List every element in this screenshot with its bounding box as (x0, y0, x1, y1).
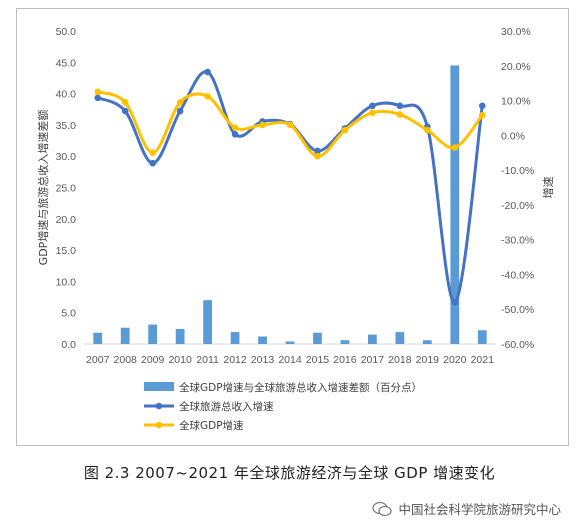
tourism-point (204, 68, 211, 76)
tourism-point (176, 107, 184, 115)
left-tick-label: 15.0 (56, 245, 77, 257)
tourism-point (149, 159, 156, 167)
bar (477, 330, 487, 344)
gdp-point (341, 126, 349, 134)
gdp-point (259, 121, 266, 129)
bar (313, 332, 322, 344)
left-tick-label: 0.0 (61, 339, 76, 351)
gdp-point (369, 109, 376, 117)
x-tick-label: 2015 (306, 354, 330, 366)
left-tick-label: 45.0 (56, 57, 77, 69)
bar (422, 340, 432, 344)
gdp-point (121, 98, 129, 106)
bar (450, 65, 460, 345)
left-tick-label: 50.0 (56, 26, 77, 38)
legend: 全球GDP增速与全球旅游总收入增速差额（百分点） 全球旅游总收入增速 全球GDP… (144, 381, 422, 432)
right-tick-label: -20.0% (501, 200, 534, 212)
legend-label-tourism: 全球旅游总收入增速 (179, 400, 274, 413)
line-series (94, 68, 486, 306)
right-tick-label: 30.0% (501, 26, 531, 38)
left-tick-label: 25.0 (56, 183, 77, 195)
legend-marker-gdp (155, 421, 163, 429)
bar (175, 328, 185, 344)
x-tick-label: 2021 (471, 354, 495, 366)
x-tick-label: 2020 (443, 354, 467, 366)
watermark-text: 中国社会科学院旅游研究中心 (398, 502, 561, 517)
left-tick-label: 30.0 (56, 151, 77, 163)
left-tick-label: 40.0 (56, 89, 77, 101)
right-tick-label: -40.0% (501, 269, 534, 281)
chart-svg: 0.0 5.0 10.0 15.0 20.0 25.0 30.0 35.0 40.0 45.0 50… (36, 26, 555, 432)
right-tick-label: -10.0% (501, 165, 534, 177)
bar (148, 324, 158, 344)
tourism-line (97, 70, 484, 304)
x-tick-label: 2017 (361, 354, 385, 366)
x-tick-label: 2018 (388, 354, 412, 366)
gdp-point (396, 111, 404, 118)
gdp-point (451, 144, 459, 151)
gdp-point (424, 126, 431, 134)
legend-label-difference: 全球GDP增速与全球旅游总收入增速差额（百分点） (179, 381, 422, 394)
gdp-point (286, 121, 294, 129)
wechat-icon (372, 501, 393, 516)
tourism-point (121, 107, 129, 115)
bar (340, 340, 350, 344)
bar (93, 332, 103, 344)
tourism-point (231, 130, 239, 138)
legend-marker-tourism (155, 402, 163, 410)
tourism-point (396, 102, 404, 110)
x-tick-label: 2010 (168, 354, 192, 366)
tourism-point (314, 147, 321, 155)
x-tick-label: 2013 (251, 354, 275, 366)
gdp-point (314, 152, 321, 160)
bar (395, 332, 405, 344)
right-tick-label: -50.0% (501, 304, 534, 316)
chart-frame: 0.0 5.0 10.0 15.0 20.0 25.0 30.0 35.0 40.0 45.0 50… (16, 8, 569, 446)
x-tick-label: 2007 (86, 354, 110, 366)
right-axis-title: 增速 (541, 177, 555, 199)
right-tick-label: 0.0% (501, 130, 525, 142)
figure-caption: 图 2.3 2007~2021 年全球旅游经济与全球 GDP 增速变化 (83, 464, 496, 482)
right-axis-ticks: -60.0% -50.0% -40.0% -30.0% -20.0% -10.0% 0.0%… (501, 26, 534, 351)
right-tick-label: -60.0% (501, 339, 534, 351)
right-tick-label: -30.0% (501, 235, 534, 247)
right-tick-label: 20.0% (501, 61, 531, 73)
gdp-point (231, 124, 239, 131)
watermark: 中国社会科学院旅游研究中心 (372, 499, 561, 518)
x-tick-label: 2008 (114, 354, 138, 366)
x-axis-ticks: 2007 2008 2009 2010 2011 2012 2013 2014 2015 2016… (86, 354, 494, 366)
tourism-point (94, 94, 102, 102)
left-tick-label: 35.0 (56, 120, 77, 132)
x-tick-label: 2014 (278, 354, 302, 366)
x-tick-label: 2009 (141, 354, 165, 366)
tourism-point (478, 102, 486, 110)
right-tick-label: 10.0% (501, 96, 531, 108)
gdp-point (478, 111, 486, 119)
x-tick-label: 2011 (196, 354, 219, 366)
bar-series (93, 65, 487, 345)
gdp-point (176, 98, 184, 106)
left-axis-title: GDP增速与旅游总收入增速差额 (36, 110, 50, 266)
bar (368, 334, 377, 344)
tourism-point (369, 102, 376, 110)
x-tick-label: 2019 (416, 354, 440, 366)
left-tick-label: 10.0 (56, 276, 77, 288)
gdp-point (204, 93, 211, 100)
bar (285, 341, 295, 344)
legend-swatch-bar (144, 382, 174, 391)
bar (230, 332, 240, 344)
tourism-point (451, 298, 459, 306)
bar (120, 327, 130, 344)
gdp-point (149, 149, 156, 157)
x-tick-label: 2016 (333, 354, 357, 366)
bar (258, 336, 267, 344)
bar (203, 300, 212, 344)
x-tick-label: 2012 (223, 354, 247, 366)
left-tick-label: 5.0 (61, 308, 76, 320)
legend-label-gdp: 全球GDP增速 (179, 419, 244, 432)
left-tick-label: 20.0 (56, 214, 77, 226)
gdp-point (94, 88, 102, 96)
left-axis-ticks: 0.0 5.0 10.0 15.0 20.0 25.0 30.0 35.0 40.0 45.0 50… (56, 26, 77, 351)
